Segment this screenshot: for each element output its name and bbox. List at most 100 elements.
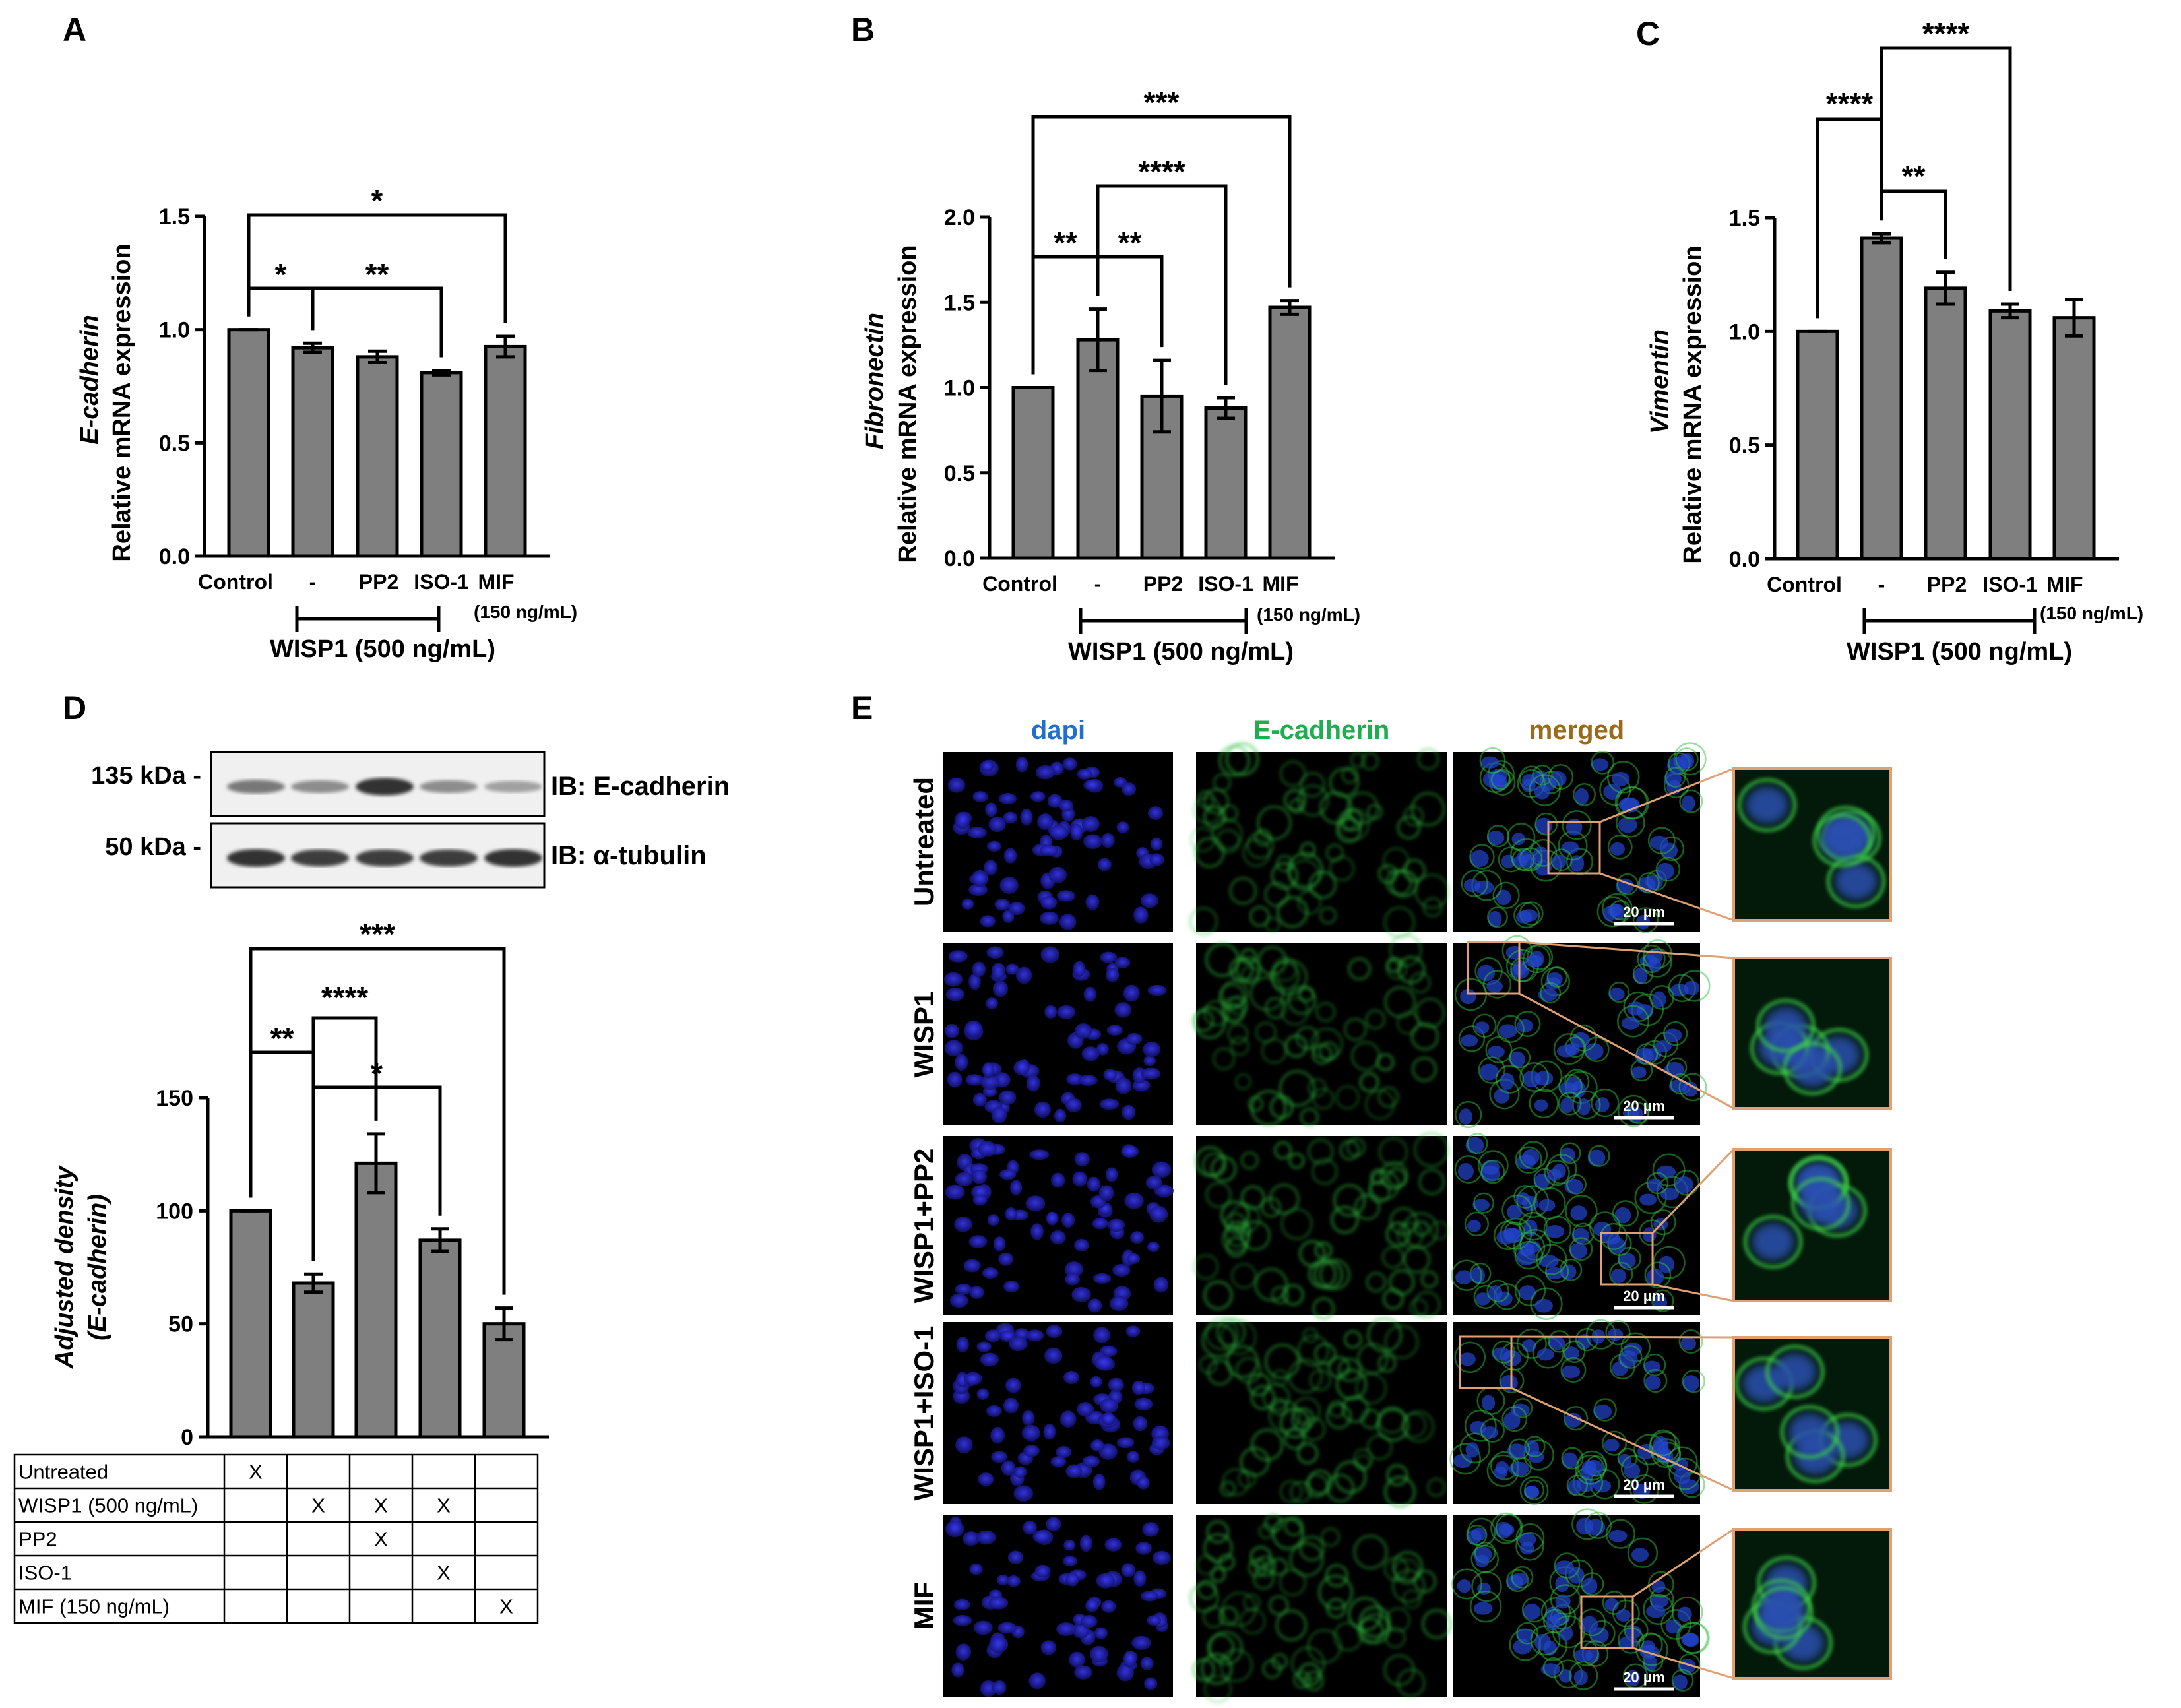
membrane-signal — [1213, 1048, 1235, 1070]
membrane-signal — [1558, 1091, 1582, 1116]
membrane-signal — [1365, 1009, 1385, 1030]
membrane-signal — [1632, 907, 1659, 933]
membrane-signal — [1618, 1345, 1643, 1369]
y-tick-label: 0 — [181, 1425, 193, 1450]
nucleus — [945, 987, 965, 1001]
membrane-signal — [1506, 1569, 1529, 1593]
membrane-signal — [1430, 1221, 1449, 1240]
membrane-signal — [1261, 1038, 1287, 1064]
significance-bracket — [249, 947, 506, 1295]
nucleus — [1626, 1670, 1640, 1687]
nucleus — [1646, 1604, 1666, 1618]
nucleus — [1144, 1677, 1158, 1690]
zoom-connector — [1599, 872, 1734, 922]
membrane-signal — [1222, 1468, 1249, 1496]
nucleus — [1029, 1149, 1050, 1160]
membrane-signal — [1312, 1158, 1338, 1185]
membrane-signal — [1519, 1062, 1550, 1092]
microscopy-grid: dapi E-cadherin merged Untreated 20 μm WISP1 2… — [908, 716, 1892, 1703]
membrane-signal — [1304, 1670, 1324, 1692]
membrane-signal — [1318, 1575, 1354, 1610]
nucleus — [1645, 1376, 1661, 1390]
membrane-signal — [1203, 1533, 1233, 1563]
membrane-signal — [1326, 1403, 1352, 1430]
nucleus — [1482, 1426, 1498, 1439]
membrane-signal — [1229, 957, 1254, 982]
membrane-signal — [1228, 996, 1248, 1015]
membrane-signal — [1414, 1132, 1449, 1167]
membrane-signal — [1264, 1343, 1300, 1379]
membrane-signal — [1486, 825, 1510, 848]
nucleus — [978, 1141, 997, 1157]
panel-label-d: D — [63, 689, 86, 726]
nucleus — [1624, 1463, 1641, 1479]
nucleus — [1026, 1075, 1040, 1092]
membrane-signal — [1563, 1406, 1589, 1431]
nucleus — [1536, 1348, 1554, 1361]
membrane-signal — [1326, 1598, 1346, 1619]
membrane-signal — [1235, 1073, 1251, 1090]
nucleus — [1564, 1412, 1582, 1428]
membrane-signal — [1678, 1471, 1705, 1498]
nucleus — [953, 1598, 970, 1611]
nucleus — [1005, 1377, 1021, 1393]
membrane-signal — [1289, 860, 1320, 891]
nucleus — [1090, 1439, 1104, 1452]
nucleus — [951, 1662, 964, 1678]
nucleus — [984, 860, 997, 875]
membrane-signal — [1255, 1556, 1277, 1577]
membrane-signal — [1392, 1569, 1426, 1603]
inset-nucleus — [1752, 1223, 1794, 1261]
nucleus — [1040, 911, 1059, 925]
panel-label-c: C — [1636, 15, 1660, 52]
nucleus — [1473, 1602, 1493, 1615]
membrane-signal — [1493, 1220, 1523, 1251]
membrane-signal — [1250, 1090, 1287, 1126]
membrane-signal — [1550, 848, 1573, 871]
significance-bracket — [1096, 184, 1228, 385]
nucleus — [1457, 1579, 1472, 1593]
membrane-signal — [1359, 1072, 1379, 1092]
nucleus — [1677, 1606, 1692, 1622]
nucleus — [980, 915, 996, 928]
membrane-signal — [1572, 1222, 1595, 1246]
nucleus — [1546, 972, 1563, 986]
nucleus — [1547, 1168, 1562, 1181]
nucleus — [1618, 1252, 1636, 1269]
nucleus — [978, 1472, 994, 1486]
blot-band — [356, 778, 414, 796]
table-row-label: Untreated — [18, 1461, 108, 1484]
nucleus — [980, 1075, 1000, 1090]
nucleus — [989, 1636, 1009, 1653]
nucleus — [1651, 1580, 1666, 1593]
nucleus — [1082, 1455, 1100, 1468]
membrane-signal — [1495, 1513, 1523, 1542]
scale-bar-label: 20 μm — [1623, 904, 1665, 920]
membrane-signal — [1627, 1537, 1659, 1568]
membrane-signal — [1417, 748, 1439, 770]
blot-antibody-label: IB: E-cadherin — [551, 772, 730, 801]
nucleus — [1127, 1451, 1140, 1463]
significance-label: **** — [1826, 86, 1874, 121]
membrane-signal — [1415, 998, 1445, 1028]
membrane-signal — [1472, 1013, 1497, 1038]
membrane-signal — [1240, 1220, 1271, 1251]
nucleus — [1480, 1165, 1500, 1182]
nucleus — [1551, 854, 1567, 870]
nucleus — [1650, 1594, 1669, 1608]
nucleus — [1108, 1218, 1125, 1232]
membrane-signal — [1220, 804, 1238, 822]
zoom-region-box — [1580, 1595, 1634, 1649]
nucleus — [1560, 1098, 1574, 1114]
table-mark: X — [311, 1494, 325, 1517]
nucleus — [1143, 1042, 1161, 1058]
nucleus — [985, 802, 997, 817]
nucleus — [1065, 1098, 1082, 1112]
membrane-signal — [1210, 1567, 1226, 1583]
nucleus — [1081, 1046, 1100, 1061]
y-tick-label: 50 — [168, 1312, 193, 1337]
zoom-connector — [1511, 1387, 1734, 1492]
nucleus — [1467, 1220, 1481, 1232]
membrane-signal — [1479, 747, 1506, 774]
nucleus — [963, 1259, 981, 1273]
